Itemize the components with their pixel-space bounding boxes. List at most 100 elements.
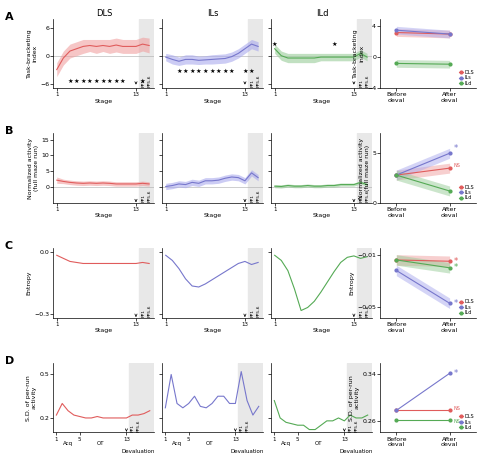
Text: OT: OT [314, 441, 322, 446]
Text: PP1: PP1 [131, 424, 135, 432]
Legend: DLS, ILs, ILd: DLS, ILs, ILd [459, 299, 474, 315]
Text: *: * [454, 144, 458, 153]
Text: ★: ★ [272, 41, 278, 46]
X-axis label: Stage: Stage [204, 213, 222, 219]
Text: PP5-6: PP5-6 [148, 305, 152, 317]
Y-axis label: Normalized activity
(full maze run): Normalized activity (full maze run) [359, 138, 369, 199]
Bar [139, 133, 155, 203]
Text: PP1: PP1 [359, 309, 363, 317]
Text: Acq: Acq [63, 441, 73, 446]
Y-axis label: S.D. of per-run
activity: S.D. of per-run activity [349, 375, 360, 420]
Text: NS: NS [454, 163, 461, 168]
Text: Acq: Acq [281, 441, 291, 446]
Text: PP5-6: PP5-6 [257, 190, 261, 202]
Text: PP1: PP1 [141, 309, 145, 317]
Text: ★: ★ [242, 69, 248, 74]
Legend: DLS, ILs, ILd: DLS, ILs, ILd [459, 185, 474, 200]
Text: PP1: PP1 [250, 194, 254, 202]
X-axis label: Stage: Stage [95, 213, 113, 219]
Text: NS: NS [454, 406, 461, 411]
X-axis label: Stage: Stage [204, 328, 222, 333]
Text: ★: ★ [120, 79, 125, 84]
Text: PP1: PP1 [349, 424, 353, 432]
Y-axis label: Task-bracketing
index: Task-bracketing index [353, 28, 364, 78]
Text: PP5-6: PP5-6 [355, 419, 359, 432]
Y-axis label: Entropy: Entropy [349, 271, 354, 295]
Text: PP1: PP1 [359, 194, 363, 202]
Title: ILd: ILd [315, 9, 328, 18]
Text: ★: ★ [74, 79, 79, 84]
Title: ILs: ILs [207, 9, 219, 18]
Text: PP5-6: PP5-6 [257, 75, 261, 87]
Text: ★: ★ [190, 69, 195, 74]
Text: ★: ★ [176, 69, 182, 74]
X-axis label: Stage: Stage [95, 99, 113, 104]
Text: NS: NS [454, 419, 461, 424]
Bar [248, 19, 263, 88]
Text: ★: ★ [80, 79, 86, 84]
Title: DLS: DLS [96, 9, 112, 18]
Text: PP1: PP1 [141, 194, 145, 202]
Text: ★: ★ [140, 79, 145, 84]
Text: ★: ★ [183, 69, 189, 74]
Bar [347, 363, 372, 432]
X-axis label: Stage: Stage [313, 213, 331, 219]
Text: ★: ★ [113, 79, 119, 84]
Y-axis label: Entropy: Entropy [26, 271, 32, 295]
Bar [139, 248, 155, 318]
Text: ★: ★ [196, 69, 202, 74]
X-axis label: Stage: Stage [204, 99, 222, 104]
Text: ★: ★ [93, 79, 99, 84]
X-axis label: Stage: Stage [95, 328, 113, 333]
Text: *: * [454, 263, 458, 272]
Text: PP5-6: PP5-6 [148, 75, 152, 87]
Text: Devaluation: Devaluation [339, 449, 373, 454]
X-axis label: Stage: Stage [313, 99, 331, 104]
Text: ★: ★ [209, 69, 215, 74]
Text: PP5-6: PP5-6 [366, 75, 370, 87]
Text: Acq: Acq [172, 441, 182, 446]
Text: PP5-6: PP5-6 [366, 190, 370, 202]
Text: ★: ★ [67, 79, 73, 84]
Text: PP1: PP1 [359, 80, 363, 87]
Y-axis label: S.D. of per-run
activity: S.D. of per-run activity [26, 375, 36, 420]
Text: PP1: PP1 [240, 424, 244, 432]
Text: A: A [5, 12, 14, 22]
Text: PP5-6: PP5-6 [148, 190, 152, 202]
Bar [139, 19, 155, 88]
Legend: DLS, ILs, ILd: DLS, ILs, ILd [459, 414, 474, 430]
Legend: DLS, ILs, ILd: DLS, ILs, ILd [459, 70, 474, 86]
Y-axis label: Task-bracketing
index: Task-bracketing index [27, 28, 37, 78]
Bar [248, 248, 263, 318]
Text: PP5-6: PP5-6 [137, 419, 141, 432]
Text: B: B [5, 126, 13, 136]
Text: PP1: PP1 [250, 80, 254, 87]
Text: ★: ★ [100, 79, 106, 84]
Text: ★: ★ [331, 41, 337, 46]
Bar [248, 133, 263, 203]
Bar [357, 248, 372, 318]
Text: Devaluation: Devaluation [230, 449, 264, 454]
X-axis label: Stage: Stage [313, 328, 331, 333]
Text: Devaluation: Devaluation [122, 449, 155, 454]
Text: ★: ★ [87, 79, 92, 84]
Text: ★: ★ [222, 69, 228, 74]
Text: PP1: PP1 [141, 80, 145, 87]
Text: C: C [5, 241, 13, 251]
Text: ★: ★ [107, 79, 112, 84]
Text: ★: ★ [216, 69, 221, 74]
Text: ★: ★ [249, 69, 254, 74]
Text: *: * [454, 257, 458, 266]
Bar [357, 133, 372, 203]
Text: D: D [5, 356, 14, 366]
Text: ★: ★ [229, 69, 235, 74]
Text: OT: OT [206, 441, 213, 446]
Text: PP5-6: PP5-6 [246, 419, 250, 432]
Bar [129, 363, 155, 432]
Text: *: * [454, 299, 458, 308]
Text: PP5-6: PP5-6 [366, 305, 370, 317]
Text: PP1: PP1 [250, 309, 254, 317]
Bar [238, 363, 263, 432]
Text: ★: ★ [203, 69, 208, 74]
Bar [357, 19, 372, 88]
